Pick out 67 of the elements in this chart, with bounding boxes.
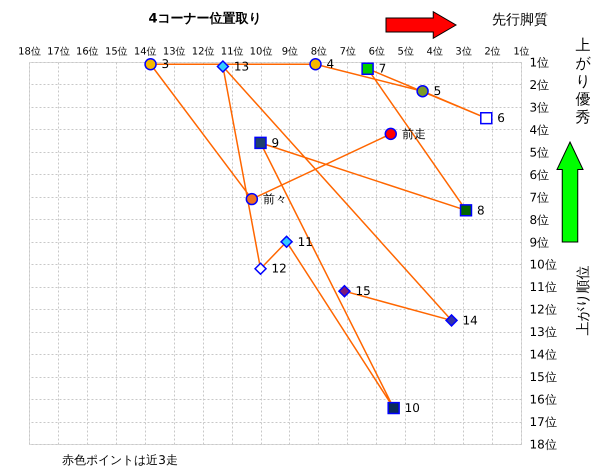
point	[384, 128, 397, 140]
text: 上がり優秀	[576, 36, 592, 126]
x-tick-label: 5位	[398, 46, 414, 58]
y-tick-label: 1位	[530, 56, 550, 70]
y-tick-label: 7位	[530, 190, 550, 204]
x-tick-label: 6位	[368, 46, 385, 58]
y-tick-label: 13位	[530, 325, 557, 340]
x-tick-label: 14位	[134, 46, 157, 58]
point	[460, 204, 472, 217]
y-tick-label: 6位	[530, 168, 550, 182]
y-tick-label: 9位	[530, 235, 550, 250]
text: 赤色ポイントは近3走	[62, 453, 178, 467]
x-tick-label: 4位	[426, 46, 443, 58]
y-tick-label: 10位	[530, 258, 557, 272]
y-tick-label: 15位	[530, 370, 557, 384]
x-tick-label: 7位	[340, 46, 356, 58]
y-tick-label: 2位	[530, 78, 550, 92]
point	[254, 136, 267, 150]
chart-title: 4コーナー位置取り	[148, 12, 262, 27]
point	[246, 192, 258, 206]
text: 先行脚質	[492, 12, 548, 28]
annotation: 前々	[262, 192, 287, 206]
point	[144, 58, 157, 70]
point	[361, 62, 374, 75]
x-tick-label: 10位	[250, 46, 272, 58]
y-tick-label: 14位	[530, 348, 557, 362]
x-tick-label: 15位	[104, 46, 128, 58]
annotation: 12	[272, 262, 287, 276]
x-tick-label: 16位	[76, 46, 99, 58]
y-tick-label: 5位	[530, 145, 550, 160]
x-tick-label: 8位	[310, 46, 328, 58]
x-tick-label: 3位	[455, 46, 472, 58]
annotation: 4	[326, 57, 334, 72]
x-tick-label: 2位	[484, 46, 501, 58]
point	[445, 314, 458, 327]
x-tick-label: 18位	[18, 46, 41, 58]
annotation: 15	[355, 284, 371, 298]
y-axis-title: 上がり順位	[576, 266, 592, 336]
x-tick-label: 17位	[47, 46, 70, 58]
point	[416, 84, 429, 98]
x-tick-label: 1位	[513, 46, 530, 58]
annotation: 6	[497, 111, 505, 126]
point	[480, 112, 492, 124]
y-tick-label: 4位	[530, 122, 550, 137]
annotation: 9	[272, 136, 280, 150]
point	[216, 60, 230, 73]
y-tick-label: 16位	[530, 392, 557, 407]
annotation: 5	[434, 84, 442, 98]
point	[338, 284, 351, 298]
x-tick-label: 9位	[282, 46, 298, 58]
annotation: 14	[462, 313, 478, 328]
y-tick-label: 17位	[530, 415, 557, 430]
y-tick-label: 18位	[530, 438, 557, 452]
y-tick-label: 8位	[530, 212, 550, 227]
annotation: 7	[378, 62, 386, 76]
x-tick-label: 13位	[162, 46, 186, 58]
x-tick-label: 12位	[192, 46, 215, 58]
x-tick-label: 11位	[220, 46, 244, 58]
annotation: 10	[404, 401, 420, 416]
annotation: 8	[477, 203, 485, 218]
annotation: 前走	[402, 126, 426, 141]
point	[387, 402, 400, 414]
point	[309, 58, 322, 70]
y-tick-label: 12位	[530, 302, 557, 317]
point	[280, 236, 293, 248]
y-tick-label: 3位	[530, 100, 550, 114]
y-tick-label: 11位	[530, 280, 557, 294]
